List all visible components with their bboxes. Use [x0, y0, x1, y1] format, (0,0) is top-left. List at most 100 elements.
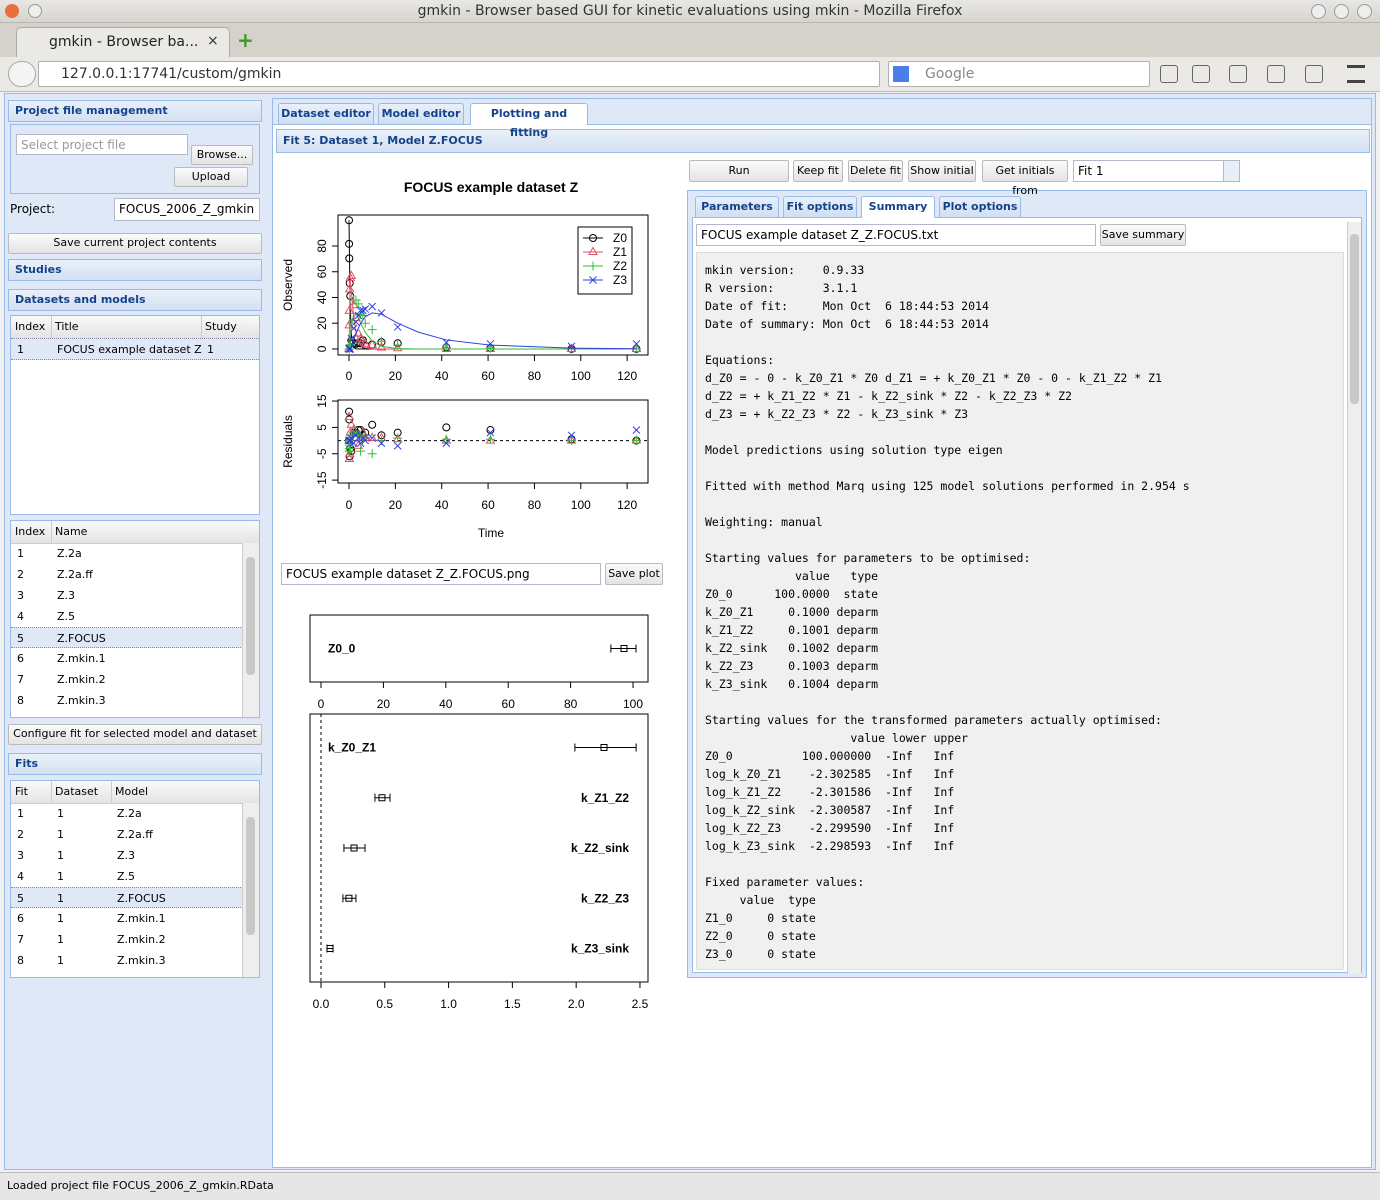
- table-row[interactable]: 7 Z.mkin.2: [11, 669, 243, 690]
- column-header[interactable]: Title: [55, 320, 79, 333]
- downloads-button[interactable]: [1229, 65, 1247, 83]
- table-row[interactable]: 1 FOCUS example dataset Z 1: [11, 338, 259, 360]
- data-point: [345, 446, 355, 456]
- scrollbar[interactable]: [242, 543, 259, 717]
- summary-tab[interactable]: Plot options: [939, 196, 1021, 217]
- data-table: Index Name 1 Z.2a 2 Z.2a.ff 3 Z.3 4 Z.5 5 Z.FOCUS 6 Z…: [10, 520, 260, 718]
- scroll-thumb[interactable]: [1350, 234, 1359, 404]
- x-tick-label: 60: [481, 369, 495, 383]
- close-button[interactable]: [1357, 4, 1372, 19]
- data-point: [485, 434, 495, 444]
- estimate: [378, 794, 386, 802]
- fit-select[interactable]: Fit 1: [1073, 160, 1240, 182]
- reading-list-button[interactable]: [1192, 65, 1210, 83]
- table-row[interactable]: 5 1 Z.FOCUS: [11, 887, 243, 908]
- main-tab[interactable]: Dataset editor: [278, 103, 374, 124]
- column-header[interactable]: Name: [55, 525, 88, 538]
- search-bar[interactable]: Google: [888, 61, 1150, 87]
- column-header[interactable]: Index: [15, 525, 46, 538]
- tab-close[interactable]: ×: [207, 33, 219, 49]
- configure-fit-button[interactable]: Configure fit for selected model and dat…: [8, 724, 262, 745]
- main-tab[interactable]: Model editor: [378, 103, 464, 124]
- project-name-input[interactable]: FOCUS_2006_Z_gmkin: [114, 198, 260, 221]
- table-row[interactable]: 3 1 Z.3: [11, 845, 243, 866]
- scrollbar[interactable]: [242, 803, 259, 977]
- minimize-button[interactable]: [1311, 4, 1326, 19]
- table-row[interactable]: 4 Z.5: [11, 606, 243, 627]
- scroll-thumb[interactable]: [246, 817, 255, 935]
- column-header[interactable]: Study: [205, 320, 237, 333]
- table-row[interactable]: 2 Z.2a.ff: [11, 564, 243, 585]
- x-tick-label: 100: [571, 369, 591, 383]
- maximize-button[interactable]: [1334, 4, 1349, 19]
- summary-text: mkin version: 0.9.33 R version: 3.1.1 Date…: [696, 252, 1344, 970]
- action-button[interactable]: Delete fit: [848, 160, 903, 182]
- x-tick-label: 60: [502, 697, 516, 711]
- nav-bar: 127.0.0.1:17741/custom/gmkin Google: [0, 57, 1380, 92]
- table-header: Index Name: [11, 521, 259, 544]
- save-plot-button[interactable]: Save plot: [605, 563, 663, 585]
- back-button[interactable]: [8, 61, 36, 87]
- section-header[interactable]: Datasets and models: [8, 289, 262, 311]
- y-tick-label: 0: [315, 345, 329, 352]
- project-file-input[interactable]: Select project file: [16, 134, 188, 155]
- summary-tab[interactable]: Fit options: [783, 196, 857, 217]
- column-header[interactable]: Index: [15, 320, 46, 333]
- table-row[interactable]: 3 Z.3: [11, 585, 243, 606]
- data-point: [567, 431, 576, 440]
- summary-line: Starting values for parameters to be opt…: [705, 551, 1031, 565]
- table-row[interactable]: 8 Z.mkin.3: [11, 690, 243, 711]
- column-header[interactable]: Model: [115, 785, 149, 798]
- legend-marker: [589, 276, 597, 284]
- column-header[interactable]: Fit: [15, 785, 28, 798]
- x-tick-label: 80: [528, 369, 542, 383]
- url-bar[interactable]: 127.0.0.1:17741/custom/gmkin: [38, 61, 880, 87]
- table-row[interactable]: 1 1 Z.2a: [11, 803, 243, 824]
- table-row[interactable]: 1 Z.2a: [11, 543, 243, 564]
- action-button[interactable]: Show initial: [908, 160, 976, 182]
- url-text: 127.0.0.1:17741/custom/gmkin: [61, 66, 282, 82]
- scroll-thumb[interactable]: [246, 557, 255, 675]
- summary-file-input[interactable]: FOCUS example dataset Z_Z.FOCUS.txt: [696, 224, 1096, 246]
- section-header[interactable]: Studies: [8, 259, 262, 281]
- save-project-button[interactable]: Save current project contents: [8, 233, 262, 254]
- confidence-interval: [610, 644, 637, 653]
- save-summary-button[interactable]: Save summary: [1100, 224, 1186, 246]
- x-tick-label: 20: [389, 369, 403, 383]
- section-header[interactable]: Fits: [8, 753, 262, 775]
- summary-line: k_Z2_sink 0.1002 deparm: [705, 641, 879, 655]
- main-tab[interactable]: Plotting and fitting: [470, 103, 588, 139]
- data-point: [356, 446, 366, 456]
- menu-button[interactable]: [1347, 65, 1365, 83]
- x-tick-label: 120: [617, 498, 637, 512]
- table-row[interactable]: 6 1 Z.mkin.1: [11, 908, 243, 929]
- scrollbar[interactable]: [1347, 222, 1361, 974]
- plot-file-input[interactable]: FOCUS example dataset Z_Z.FOCUS.png: [281, 563, 601, 585]
- fit-select-arrow[interactable]: [1223, 160, 1240, 182]
- table-row[interactable]: 8 1 Z.mkin.3: [11, 950, 243, 971]
- column-header[interactable]: Dataset: [55, 785, 99, 798]
- window-menu-button[interactable]: [28, 4, 42, 18]
- zotero-button[interactable]: [1305, 65, 1323, 83]
- table-row[interactable]: 5 Z.FOCUS: [11, 627, 243, 648]
- table-row[interactable]: 7 1 Z.mkin.2: [11, 929, 243, 950]
- table-cell: 7: [17, 672, 24, 686]
- table-cell: Z.5: [57, 609, 76, 623]
- summary-tab[interactable]: Parameters: [695, 196, 779, 217]
- bookmark-button[interactable]: [1160, 65, 1178, 83]
- data-point: [367, 432, 378, 441]
- tab-strip: gmkin - Browser ba... × +: [0, 23, 1380, 57]
- table-row[interactable]: 4 1 Z.5: [11, 866, 243, 887]
- home-button[interactable]: [1267, 65, 1285, 83]
- new-tab-button[interactable]: +: [237, 28, 254, 52]
- browser-tab[interactable]: gmkin - Browser ba... ×: [16, 27, 230, 57]
- upload-button[interactable]: Upload: [174, 167, 248, 187]
- table-row[interactable]: 2 1 Z.2a.ff: [11, 824, 243, 845]
- action-button[interactable]: Keep fit: [793, 160, 843, 182]
- action-button[interactable]: Run: [689, 160, 789, 182]
- browse-button[interactable]: Browse...: [191, 145, 253, 165]
- summary-tab[interactable]: Summary: [861, 196, 935, 218]
- section-header[interactable]: Project file management: [8, 100, 262, 122]
- table-row[interactable]: 6 Z.mkin.1: [11, 648, 243, 669]
- action-button[interactable]: Get initials from: [982, 160, 1068, 197]
